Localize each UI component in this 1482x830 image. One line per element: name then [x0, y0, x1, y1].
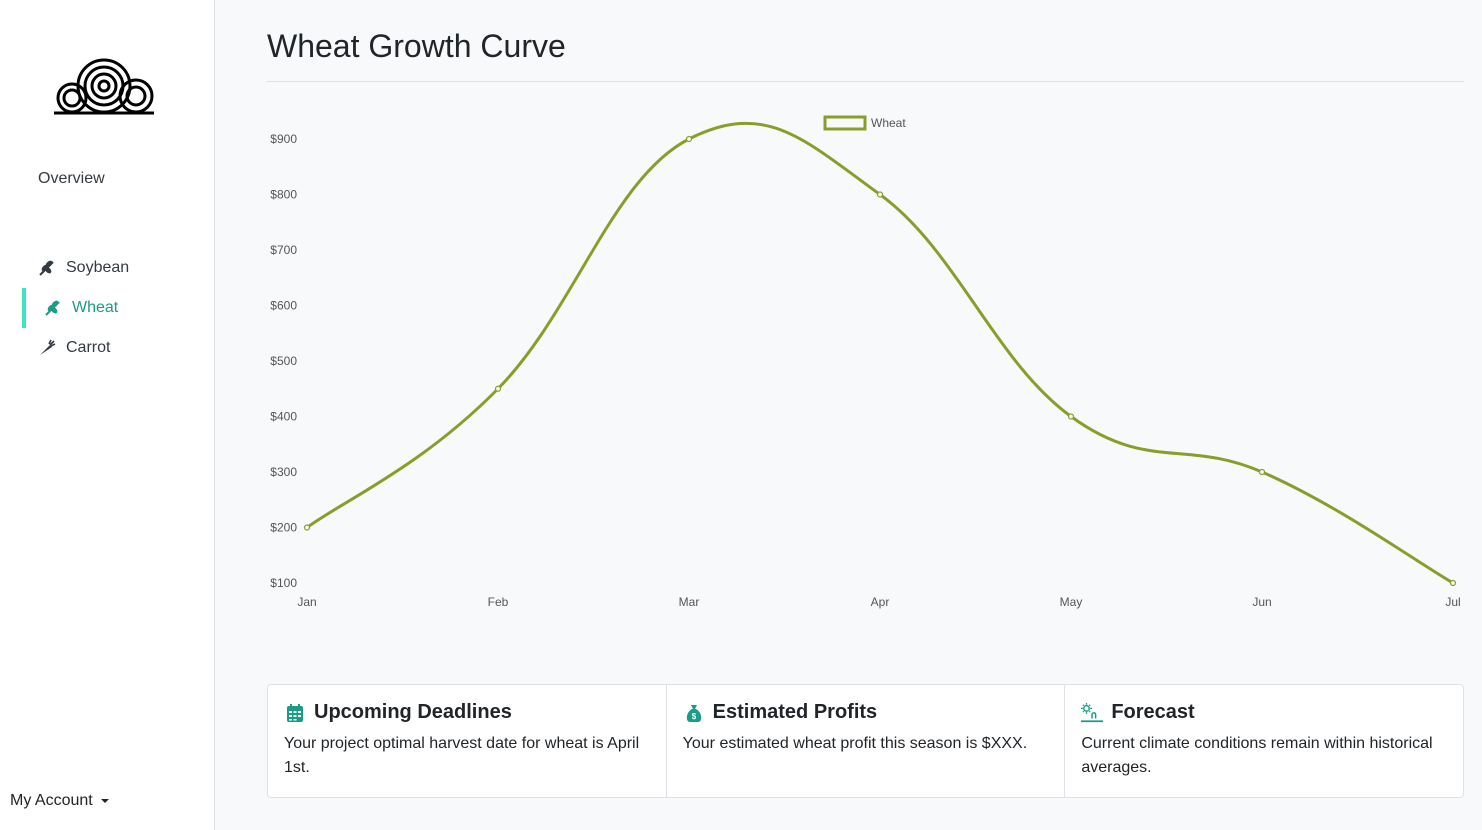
x-tick-label: Apr [871, 595, 890, 609]
card-text: Your project optimal harvest date for wh… [284, 735, 640, 776]
sidebar-item-label: Carrot [66, 339, 111, 356]
chevron-down-icon [100, 799, 109, 803]
nav-overview[interactable]: Overview [38, 170, 105, 187]
y-tick-label: $200 [270, 521, 297, 535]
data-point [1067, 413, 1075, 420]
legend-label: Wheat [871, 116, 906, 130]
account-menu[interactable]: My Account [10, 792, 109, 810]
data-point [1258, 468, 1266, 476]
page-title: Wheat Growth Curve [267, 28, 566, 64]
sidebar-item-label: Wheat [72, 299, 119, 316]
x-tick-label: Jun [1252, 595, 1271, 609]
y-tick-label: $700 [270, 243, 297, 257]
card-title: Estimated Profits [712, 701, 878, 723]
info-cards: Upcoming Deadlines Your project optimal … [267, 684, 1464, 798]
y-tick-label: $800 [270, 188, 297, 202]
card-title: Forecast [1111, 701, 1195, 723]
weather-icon [1081, 702, 1104, 722]
data-point [1449, 579, 1457, 587]
title-divider [267, 81, 1464, 82]
x-tick-label: Jul [1445, 595, 1460, 609]
logo-icon [54, 58, 154, 115]
data-point [494, 385, 502, 392]
card-text: Your estimated wheat profit this season … [682, 735, 1028, 752]
data-point [303, 524, 311, 531]
x-tick-label: Jan [297, 595, 316, 609]
x-tick-label: Mar [679, 595, 700, 609]
y-tick-label: $600 [270, 299, 297, 313]
carrot-icon [40, 339, 56, 355]
card-profits: $ Estimated Profits Your estimated wheat… [667, 685, 1066, 797]
money-bag-icon: $ [686, 704, 701, 722]
sidebar-item-soybean[interactable]: Soybean [38, 257, 129, 279]
calendar-icon [287, 703, 303, 722]
wheat-icon [45, 300, 60, 316]
y-tick-label: $500 [270, 354, 297, 368]
y-tick-label: $400 [270, 410, 297, 424]
card-forecast: Forecast Current climate conditions rema… [1065, 685, 1463, 797]
x-tick-label: May [1060, 595, 1083, 609]
y-tick-label: $300 [270, 465, 297, 479]
sidebar-item-label: Soybean [66, 259, 130, 276]
card-deadlines: Upcoming Deadlines Your project optimal … [268, 685, 667, 797]
sidebar: Overview Soybean Wheat Carrot My Account [0, 0, 215, 830]
data-point [685, 135, 693, 143]
seedling-icon [39, 260, 54, 276]
sidebar-item-carrot[interactable]: Carrot [38, 337, 110, 359]
data-point [876, 191, 884, 198]
card-title: Upcoming Deadlines [314, 701, 512, 723]
legend-swatch [823, 115, 867, 131]
y-tick-label: $900 [270, 132, 297, 146]
active-indicator [22, 288, 26, 328]
svg-text:$: $ [691, 712, 696, 721]
x-tick-label: Feb [488, 595, 509, 609]
y-tick-label: $100 [270, 576, 297, 590]
account-label: My Account [10, 792, 93, 809]
card-text: Current climate conditions remain within… [1081, 735, 1433, 776]
sidebar-item-wheat[interactable]: Wheat [44, 297, 118, 319]
